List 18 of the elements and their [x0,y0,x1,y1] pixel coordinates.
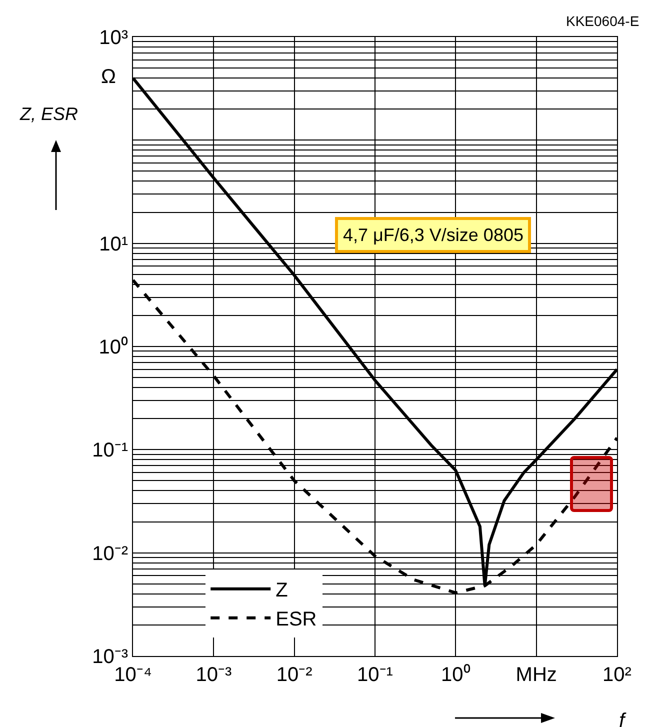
y-tick-label: 10⁻² [92,542,128,565]
legend-label: ESR [276,608,317,631]
x-tick-label: MHz [516,664,557,686]
y-axis-title: Z, ESR [19,104,78,124]
x-tick-label: 10² [602,664,632,686]
y-tick-label: 10⁻¹ [92,440,128,462]
legend-label: Z [276,580,288,602]
x-tick-label: 10⁰ [441,663,470,686]
annotation: 4,7 μF/6,3 V/size 0805 [343,225,524,245]
text: KKE0604-E [566,13,640,29]
y-tick-label: 10³ [99,27,128,49]
x-axis-title: f [619,710,627,727]
y-tick-label: 10¹ [99,233,128,256]
x-tick-label: 10⁻¹ [357,664,394,686]
y-tick-label: 10⁰ [98,336,128,358]
text: Ω [101,66,116,88]
x-tick-label: 10⁻² [276,664,313,686]
x-tick-label: 10⁻³ [196,664,232,686]
